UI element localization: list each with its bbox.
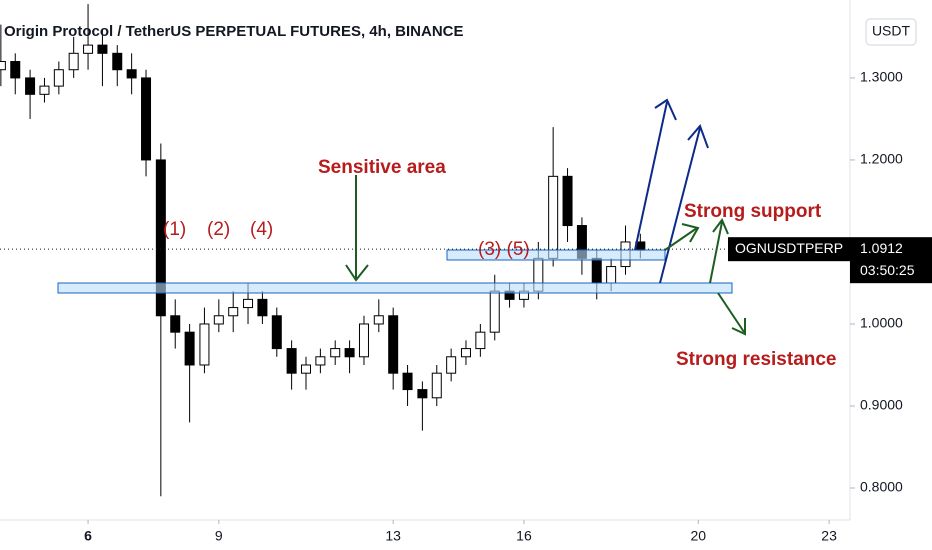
candle-body [446, 356, 457, 374]
countdown: 03:50:25 [860, 262, 915, 278]
candle-body [39, 85, 50, 95]
green-arrows [345, 175, 746, 336]
candle-body [141, 77, 152, 161]
y-tick-label: 0.9000 [860, 397, 903, 413]
currency[interactable]: USDT [872, 23, 911, 39]
y-tick-label: 1.2000 [860, 151, 903, 167]
y-tick-label: 1.3000 [860, 69, 903, 85]
candle-body [548, 175, 559, 259]
candle-body [228, 307, 239, 317]
candle-body [170, 315, 181, 333]
candle-body [83, 44, 94, 54]
candle-body [344, 348, 355, 358]
candle-body [402, 372, 413, 391]
candle-body [417, 389, 428, 399]
candle-body [271, 315, 282, 350]
candle-body [112, 52, 123, 71]
candle-body [475, 331, 486, 350]
x-tick-label: 6 [84, 528, 92, 544]
y-tick-label: 1.0000 [860, 315, 903, 331]
candle-body [330, 348, 341, 358]
candle-body [388, 315, 399, 374]
candle-body [53, 69, 64, 87]
candle-body [301, 364, 311, 374]
candle-body [97, 44, 108, 54]
price-tag [850, 237, 932, 284]
candle-body [0, 61, 6, 71]
annotation: Strong resistance [676, 349, 837, 370]
candle-body [243, 298, 254, 309]
candle-body [68, 52, 79, 71]
candle-body [460, 348, 471, 358]
candle-body [315, 356, 326, 366]
candle-body [431, 372, 442, 399]
bullish-arrows [634, 98, 709, 284]
currency-button[interactable] [865, 18, 917, 46]
candle-body [286, 348, 297, 374]
y-tick-label: 0.8000 [860, 479, 903, 495]
symbol-tag [728, 237, 850, 262]
support-zone [446, 249, 666, 261]
candle-body [213, 315, 224, 325]
symbol-label: OGNUSDTPERP [735, 240, 843, 256]
x-tick-label: 16 [516, 528, 532, 544]
last-price: 1.0912 [860, 240, 903, 256]
candle-body [184, 331, 195, 366]
annotation: (3) (5) [478, 239, 530, 260]
candle-body [25, 77, 36, 95]
candle-body [562, 175, 573, 227]
candle-body [606, 266, 617, 284]
resistance-zone [57, 282, 733, 294]
x-tick-label: 9 [215, 528, 223, 544]
candle-body [373, 315, 384, 325]
candle-body [489, 290, 500, 333]
annotation: Sensitive area [318, 157, 446, 178]
candle-body [257, 298, 268, 317]
candle-body [358, 323, 369, 358]
candle-body [126, 69, 137, 79]
annotation: (1) [163, 219, 186, 240]
annotation: Strong support [684, 201, 822, 222]
annotation: (2) [207, 219, 230, 240]
candle-body [155, 159, 166, 317]
annotation: (4) [250, 219, 273, 240]
candle-body [591, 257, 602, 284]
chart-title: Origin Protocol / TetherUS PERPETUAL FUT… [4, 23, 464, 40]
candle-body [10, 61, 21, 79]
x-tick-label: 23 [821, 528, 837, 544]
x-tick-label: 20 [691, 528, 707, 544]
candle-body [199, 323, 210, 366]
x-tick-label: 13 [385, 528, 401, 544]
